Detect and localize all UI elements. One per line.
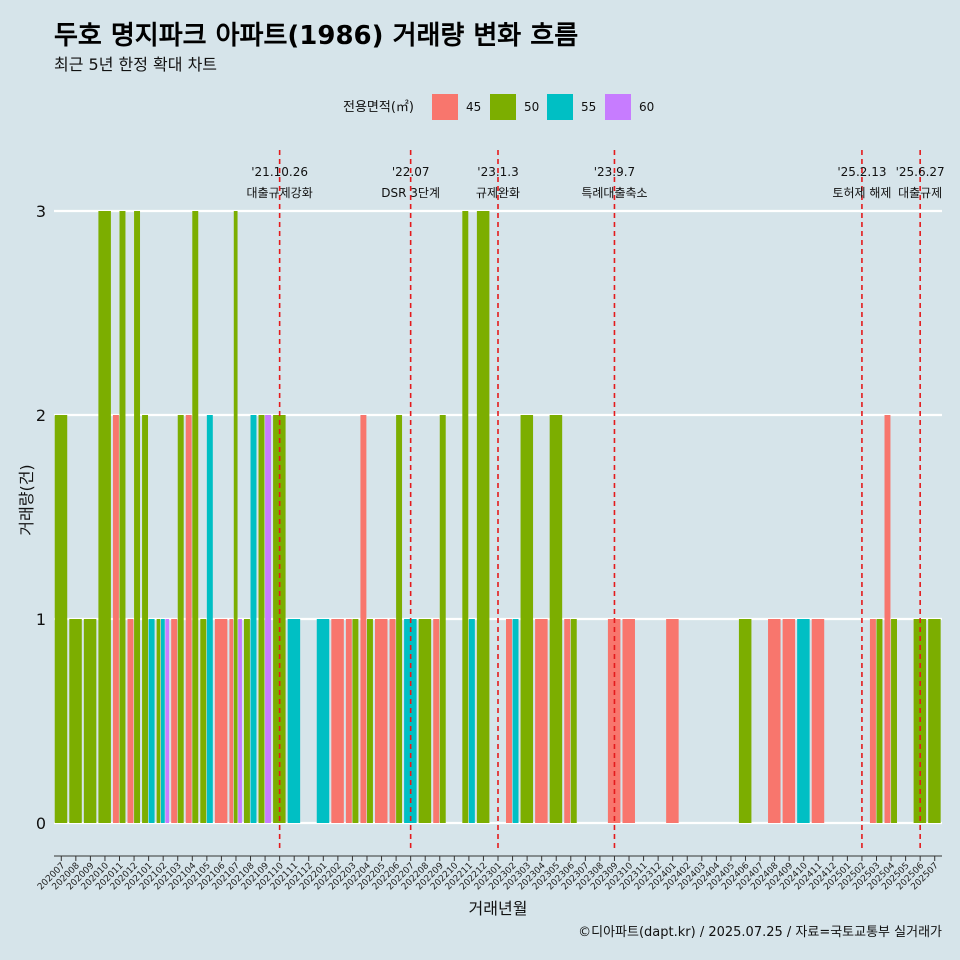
legend-swatch-50 <box>490 94 516 120</box>
event-date-5: '25.6.27 <box>896 165 945 179</box>
bar-202507-50 <box>928 619 941 823</box>
bar-202105-55 <box>206 415 213 823</box>
bar-202107-50 <box>233 211 238 823</box>
y-axis-label: 거래량(건) <box>17 464 36 535</box>
event-label-0: 대출규제강화 <box>247 186 313 200</box>
bar-202012-45 <box>127 619 134 823</box>
bar-202211-55 <box>468 619 475 823</box>
bar-202408-45 <box>768 619 781 823</box>
bar-202007-50 <box>54 415 68 823</box>
bar-202209-50 <box>439 415 446 823</box>
legend-label-45: 45 <box>466 100 481 114</box>
bar-202206-45 <box>389 619 396 823</box>
bar-202103-50 <box>177 415 184 823</box>
bar-202104-50 <box>192 211 199 823</box>
legend-swatch-60 <box>605 94 631 120</box>
bar-202208-50 <box>418 619 432 823</box>
chart-subtitle: 최근 5년 한정 확대 차트 <box>54 55 217 74</box>
bar-202102-60 <box>165 619 170 823</box>
bar-202109-60 <box>265 415 272 823</box>
bar-202009-50 <box>83 619 97 823</box>
bar-202211-50 <box>462 211 469 823</box>
bar-202201-55 <box>316 619 330 823</box>
bar-202107-45 <box>229 619 234 823</box>
bar-202106-45 <box>214 619 228 823</box>
bar-202109-50 <box>258 415 265 823</box>
legend-title: 전용면적(㎡) <box>343 100 414 115</box>
bar-202202-45 <box>331 619 344 823</box>
bar-202302-55 <box>512 619 519 823</box>
legend-swatch-55 <box>547 94 573 120</box>
bar-202102-55 <box>161 619 165 823</box>
legend: 전용면적(㎡) 45 50 55 60 <box>343 94 654 120</box>
y-axis: 0 1 2 3 <box>36 202 46 833</box>
bar-202111-55 <box>287 619 301 823</box>
bar-202306-50 <box>570 619 577 823</box>
bar-202209-45 <box>433 619 440 823</box>
event-label-5: 대출규제 <box>898 186 942 200</box>
bar-202204-50 <box>366 619 373 823</box>
bar-202503-50 <box>876 619 883 823</box>
bar-202212-50 <box>476 211 490 823</box>
bar-202411-45 <box>811 619 825 823</box>
bar-202504-50 <box>891 619 897 823</box>
bar-202011-50 <box>119 211 126 823</box>
chart-caption: ©디아파트(dapt.kr) / 2025.07.25 / 자료=국토교통부 실… <box>578 925 942 940</box>
bar-202108-50 <box>243 619 250 823</box>
event-date-1: '22.07 <box>392 165 430 179</box>
bar-202409-45 <box>782 619 796 823</box>
bar-202204-45 <box>360 415 367 823</box>
bar-202008-50 <box>69 619 82 823</box>
event-label-1: DSR 3단계 <box>381 186 440 200</box>
bar-202011-45 <box>112 415 119 823</box>
bar-202304-45 <box>535 619 548 823</box>
x-axis: 2020072020082020092020102020112020122021… <box>36 855 942 892</box>
bar-202205-45 <box>374 619 388 823</box>
bar-202101-50 <box>142 415 149 823</box>
bar-202104-45 <box>185 415 192 823</box>
x-axis-label: 거래년월 <box>469 899 528 918</box>
bar-202410-55 <box>797 619 810 823</box>
event-label-4: 토허제 해제 <box>832 186 891 200</box>
bar-202010-50 <box>98 211 111 823</box>
event-date-0: '21.10.26 <box>251 165 308 179</box>
y-tick-0: 0 <box>36 814 46 833</box>
bar-202203-50 <box>352 619 359 823</box>
bar-202101-55 <box>148 619 155 823</box>
bar-202206-50 <box>396 415 403 823</box>
legend-label-60: 60 <box>639 100 654 114</box>
event-date-3: '23.9.7 <box>594 165 635 179</box>
event-label-2: 규제완화 <box>476 186 520 200</box>
bars-layer <box>54 211 941 823</box>
legend-label-55: 55 <box>581 100 596 114</box>
chart-title: 두호 명지파크 아파트(1986) 거래량 변화 흐름 <box>54 21 578 51</box>
bar-202302-45 <box>506 619 512 823</box>
bar-202401-45 <box>666 619 679 823</box>
bar-202102-50 <box>156 619 161 823</box>
bar-202108-55 <box>250 415 257 823</box>
bar-202105-50 <box>200 619 207 823</box>
bar-202306-45 <box>564 619 571 823</box>
event-lines: '21.10.26 대출규제강화 '22.07 DSR 3단계 '23.1.3 규제완화 '… <box>247 150 945 848</box>
legend-swatch-45 <box>432 94 458 120</box>
bar-202107-60 <box>238 619 242 823</box>
bar-202303-50 <box>520 415 534 823</box>
bar-202406-50 <box>738 619 752 823</box>
bar-202310-45 <box>622 619 635 823</box>
y-tick-3: 3 <box>36 202 46 221</box>
bar-202203-45 <box>345 619 352 823</box>
bar-202504-45 <box>884 415 891 823</box>
bar-202103-45 <box>171 619 178 823</box>
y-tick-2: 2 <box>36 406 46 425</box>
legend-label-50: 50 <box>524 100 539 114</box>
event-label-3: 특례대출축소 <box>581 186 647 200</box>
bar-202012-50 <box>134 211 141 823</box>
bar-202503-45 <box>869 619 876 823</box>
event-date-2: '23.1.3 <box>477 165 518 179</box>
y-tick-1: 1 <box>36 610 46 629</box>
event-date-4: '25.2.13 <box>837 165 886 179</box>
bar-202305-50 <box>549 415 563 823</box>
